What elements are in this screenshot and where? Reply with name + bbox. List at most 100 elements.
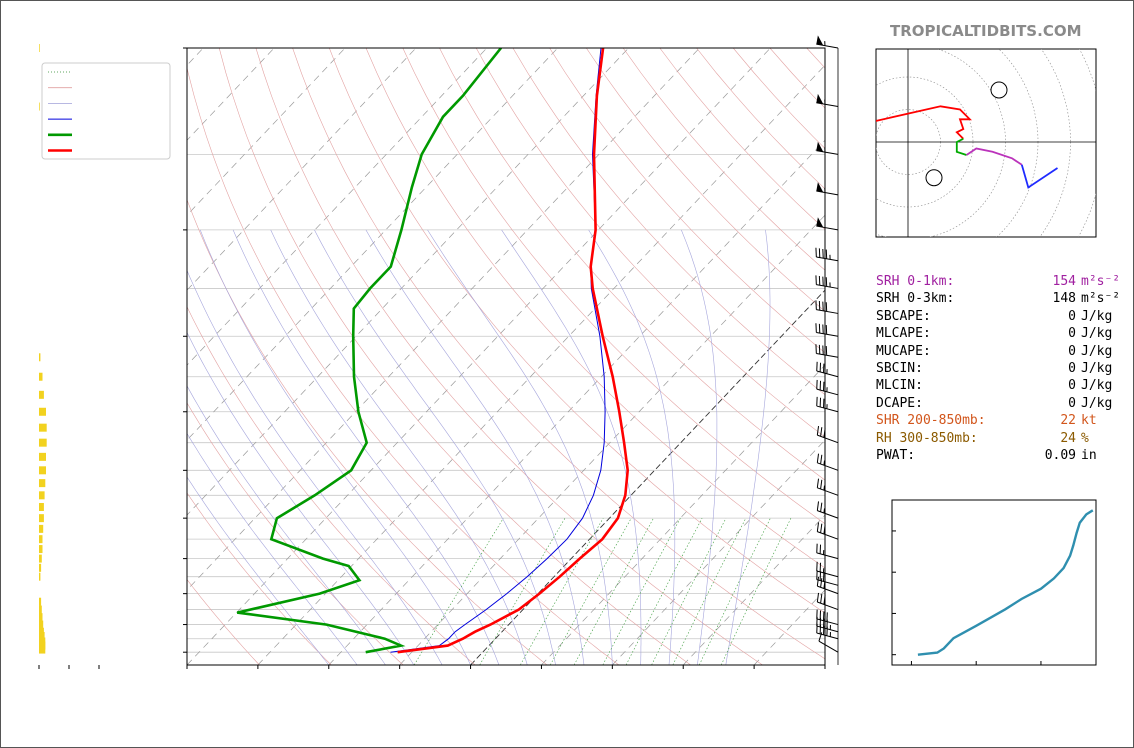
wind-barb-flag (816, 182, 824, 193)
index-value: 24 (1060, 430, 1076, 446)
wind-barb-full (816, 501, 820, 511)
mixing-ratio-line (672, 518, 747, 665)
index-value: 0.09 (1044, 448, 1076, 463)
index-label: SBCIN: (876, 361, 923, 376)
pseudoadiabat (588, 229, 676, 665)
pseudoadiabat (187, 385, 386, 665)
isotherm (187, 48, 771, 665)
wind-barb-full (823, 595, 826, 605)
omega-bar (39, 524, 44, 533)
index-label: DCAPE: (876, 395, 923, 411)
wind-barb-staff (816, 405, 839, 413)
hodograph-segment (1020, 164, 1058, 189)
dry-adiabat (218, 48, 691, 665)
index-label: SRH 0-1km: (876, 274, 955, 289)
index-unit: m²s⁻² (1081, 274, 1121, 289)
index-label: SRH 0-3km: (876, 291, 955, 307)
pseudoadiabat (199, 229, 471, 665)
pseudoadiabat (725, 229, 771, 665)
wind-barb (816, 592, 839, 611)
theta-frame (891, 499, 1097, 666)
index-label: MLCAPE: (876, 326, 931, 342)
index-unit: in (1081, 448, 1097, 463)
mixing-ratio-line (573, 518, 654, 665)
omega-bar (39, 637, 46, 646)
wind-barb-full (816, 478, 820, 488)
index-label: SBCAPE: (876, 308, 931, 324)
pseudoadiabat (270, 229, 528, 665)
index-unit: J/kg (1081, 343, 1113, 359)
index-value: 0 (1068, 326, 1076, 342)
isotherm (187, 48, 700, 591)
wind-barb-staff (816, 43, 839, 49)
isotherm (470, 289, 825, 665)
index-unit: kt (1081, 413, 1097, 429)
wind-barb-half (823, 508, 825, 514)
wind-barb (818, 632, 839, 653)
omega-bar (39, 563, 42, 572)
dry-adiabat (549, 48, 825, 354)
isotherm (399, 214, 825, 665)
dry-adiabat (187, 66, 620, 665)
wind-barb-staff (816, 570, 839, 578)
wind-barb-full (820, 502, 823, 512)
dry-adiabat (365, 48, 825, 569)
watermark: TROPICALTIDBITS.COM (890, 22, 1082, 40)
hodograph-segment (876, 105, 972, 140)
wind-barb (816, 561, 839, 578)
mixing-ratio-line (479, 518, 566, 665)
omega-bar (39, 466, 46, 475)
omega-bar (39, 627, 44, 636)
index-unit: J/kg (1081, 361, 1113, 376)
dry-adiabat (187, 402, 404, 665)
omega-bar (39, 554, 42, 563)
omega-bar (39, 491, 45, 500)
wind-barb-flag (816, 93, 824, 104)
wind-barb-staff (816, 632, 839, 640)
wind-barb-full (820, 427, 823, 437)
omega-bar (39, 535, 43, 544)
pseudoadiabat (501, 229, 642, 665)
wind-barb-flag (816, 35, 824, 46)
pseudoadiabat (187, 269, 443, 665)
pseudoadiabat (187, 432, 358, 665)
index-label: MUCAPE: (876, 343, 931, 359)
wind-barb-staff (816, 388, 839, 396)
omega-bar (39, 620, 44, 629)
wind-barb-staff (816, 352, 839, 358)
wind-barb-staff (816, 102, 839, 108)
pseudoadiabat (187, 476, 330, 665)
dry-adiabat (512, 48, 825, 396)
dry-adiabat (329, 48, 825, 614)
wind-barb-staff (817, 510, 839, 519)
wind-barb-full (823, 428, 826, 438)
index-unit: J/kg (1081, 326, 1113, 342)
hodograph-plot (876, 49, 1096, 237)
hodograph-segment (966, 147, 1023, 166)
wind-barb-staff (816, 552, 839, 560)
omega-bar (39, 597, 42, 606)
wind-barb (816, 93, 839, 108)
mixing-ratio-line (699, 518, 771, 665)
omega-bar (39, 545, 43, 554)
index-unit: J/kg (1081, 395, 1113, 411)
mixing-ratio-line (625, 518, 703, 665)
wind-barb (816, 182, 839, 196)
left-mover-marker (990, 81, 1008, 99)
wind-barb-staff (816, 625, 839, 633)
dry-adiabat (402, 48, 825, 525)
mixing-ratio-line (520, 518, 604, 665)
dry-adiabat (187, 579, 260, 665)
mixing-ratio-line (413, 518, 504, 665)
wind-barb (816, 616, 839, 633)
pseudoadiabat (365, 229, 585, 665)
omega-bar (39, 605, 42, 614)
omega-bar (39, 102, 40, 111)
theta-plot (917, 509, 1094, 656)
dry-adiabat (586, 48, 825, 312)
index-unit: m²s⁻² (1081, 291, 1121, 307)
dry-adiabat (439, 48, 825, 481)
mixing-ratio-line (651, 518, 727, 665)
pseudoadiabat (187, 331, 415, 665)
